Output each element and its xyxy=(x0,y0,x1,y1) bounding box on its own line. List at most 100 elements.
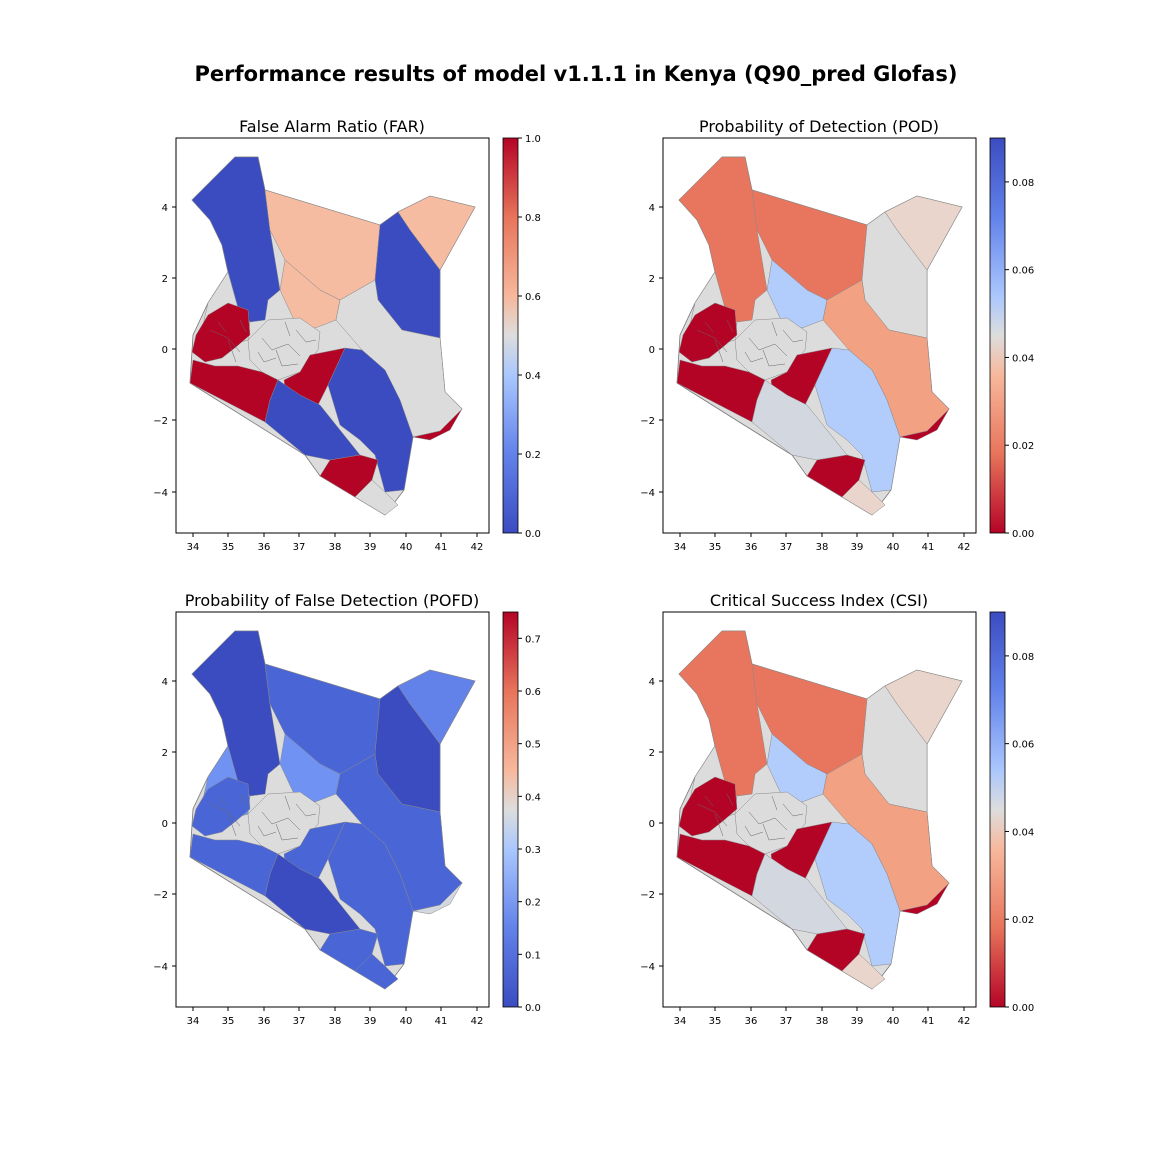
colorbar-tick-label: 0.2 xyxy=(525,898,541,909)
region-center xyxy=(766,259,828,329)
x-tick-label: 36 xyxy=(745,1016,758,1027)
region-center xyxy=(766,733,828,803)
region-northwest xyxy=(191,156,281,323)
x-tick-label: 41 xyxy=(435,542,448,553)
y-tick-label: 2 xyxy=(162,274,168,285)
y-tick-label: 0 xyxy=(162,345,168,356)
x-tick-label: 40 xyxy=(400,1016,413,1027)
figure-title: Performance results of model v1.1.1 in K… xyxy=(194,62,958,86)
x-tick-label: 35 xyxy=(709,542,722,553)
y-tick-label: −2 xyxy=(640,416,655,427)
y-tick-label: 0 xyxy=(649,345,655,356)
y-tick-label: 4 xyxy=(162,677,168,688)
y-tick-label: 0 xyxy=(649,819,655,830)
county-border xyxy=(239,319,247,333)
kenya-map xyxy=(189,630,476,990)
county-border xyxy=(771,321,778,337)
county-border xyxy=(295,803,317,817)
county-border xyxy=(696,329,728,353)
panel-title: Probability of False Detection (POFD) xyxy=(185,591,479,610)
colorbar-tick-label: 0.04 xyxy=(1012,827,1034,838)
x-tick-label: 38 xyxy=(816,542,829,553)
region-south-blue xyxy=(751,379,848,461)
county-border xyxy=(704,321,714,333)
county-border xyxy=(726,793,734,807)
y-tick-label: −2 xyxy=(153,890,168,901)
colorbar-tick-label: 0.00 xyxy=(1012,529,1034,540)
colorbar xyxy=(989,137,1006,534)
region-west-red xyxy=(678,302,738,363)
x-tick-label: 37 xyxy=(780,542,793,553)
county-border xyxy=(257,351,277,363)
y-tick-label: 4 xyxy=(649,677,655,688)
x-tick-label: 39 xyxy=(851,1016,864,1027)
panel-title: False Alarm Ratio (FAR) xyxy=(239,117,425,136)
region-east-blue xyxy=(814,821,901,967)
x-tick-label: 37 xyxy=(293,1016,306,1027)
x-tick-label: 35 xyxy=(709,1016,722,1027)
y-tick-label: 4 xyxy=(649,203,655,214)
kenya-map xyxy=(676,156,963,516)
colorbar xyxy=(989,611,1006,1008)
x-tick-label: 37 xyxy=(780,1016,793,1027)
y-tick-label: 2 xyxy=(162,748,168,759)
county-border xyxy=(275,349,299,367)
x-tick-label: 39 xyxy=(851,542,864,553)
region-coast-red xyxy=(899,408,950,441)
x-tick-label: 41 xyxy=(922,542,935,553)
county-border xyxy=(209,803,241,827)
county-border xyxy=(762,823,786,841)
county-border xyxy=(726,319,734,333)
colorbar-tick-label: 0.2 xyxy=(525,450,541,461)
panel-pod: Probability of Detection (POD) 34 35 36 37 38… xyxy=(640,117,1034,553)
colorbar xyxy=(502,137,519,534)
region-northwest xyxy=(191,630,281,797)
county-border xyxy=(762,349,786,367)
colorbar-tick-label: 0.8 xyxy=(525,213,541,224)
region-east-blue xyxy=(327,347,414,493)
colorbar-tick-label: 0.7 xyxy=(525,634,541,645)
county-border xyxy=(696,803,728,827)
colorbar-tick-label: 0.00 xyxy=(1012,1003,1034,1014)
y-tick-label: 2 xyxy=(649,748,655,759)
county-border xyxy=(714,339,724,363)
y-tick-label: −2 xyxy=(153,416,168,427)
x-tick-label: 42 xyxy=(958,542,971,553)
x-tick-label: 41 xyxy=(922,1016,935,1027)
county-border xyxy=(744,351,764,363)
region-coast-red xyxy=(899,882,950,915)
x-tick-label: 34 xyxy=(187,1016,200,1027)
colorbar-tick-label: 0.0 xyxy=(525,1003,541,1014)
y-tick-label: −2 xyxy=(640,890,655,901)
colorbar-tick-label: 1.0 xyxy=(525,134,541,145)
region-south-blue xyxy=(751,853,848,935)
county-border xyxy=(217,321,227,333)
region-coast-south xyxy=(354,479,399,516)
y-tick-label: −4 xyxy=(153,488,168,499)
colorbar-tick-label: 0.5 xyxy=(525,740,541,751)
region-south-blue xyxy=(264,379,361,461)
colorbar-tick-label: 0.08 xyxy=(1012,652,1034,663)
region-coast-south xyxy=(841,953,886,990)
county-border xyxy=(295,329,317,343)
county-border xyxy=(704,795,714,807)
county-border xyxy=(261,811,301,831)
x-tick-label: 37 xyxy=(293,542,306,553)
county-border xyxy=(261,337,301,357)
county-border xyxy=(748,337,788,357)
county-border xyxy=(714,813,724,837)
region-west-red xyxy=(191,776,251,837)
colorbar-tick-label: 0.08 xyxy=(1012,178,1034,189)
panel-title: Probability of Detection (POD) xyxy=(699,117,939,136)
panel-far: False Alarm Ratio (FAR)34 35 36 37 38 39 40 41 4… xyxy=(153,117,541,553)
x-tick-label: 38 xyxy=(329,1016,342,1027)
x-tick-label: 36 xyxy=(258,542,271,553)
colorbar-tick-label: 0.3 xyxy=(525,845,541,856)
county-border xyxy=(744,825,764,837)
y-tick-label: −4 xyxy=(153,962,168,973)
x-tick-label: 40 xyxy=(887,1016,900,1027)
region-coast-red xyxy=(412,882,463,915)
y-tick-label: 2 xyxy=(649,274,655,285)
county-border xyxy=(239,793,247,807)
county-border xyxy=(227,339,237,363)
